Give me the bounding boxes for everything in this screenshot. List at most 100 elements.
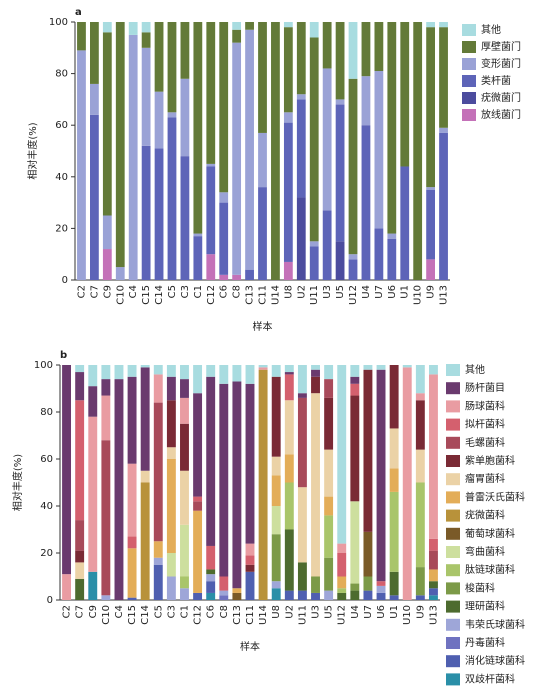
x-tick-label: U14 [258,605,269,625]
bar-segment [180,588,189,600]
bar-segment [193,510,203,593]
bar-segment [415,482,425,568]
bar-segment [324,515,334,558]
bar-segment [180,22,190,79]
bar-segment [426,187,435,190]
x-tick-label: C10 [115,285,126,305]
legend-swatch [446,655,460,668]
bar-segment [128,34,138,281]
legend-swatch [446,600,460,613]
bar-segment [271,506,281,535]
bar-segment [389,571,399,596]
bar-segment [309,241,319,247]
bar-segment [350,395,360,502]
bar-segment [154,148,164,280]
bar-segment [337,592,347,600]
bar-segment [350,365,360,377]
bar-segment [283,112,293,123]
x-tick-label: C9 [88,605,99,618]
x-tick-label: U11 [309,285,320,305]
x-tick-label: U5 [324,605,335,619]
bar-segment [348,254,358,260]
x-tick-label: U3 [322,285,333,299]
legend-swatch [462,58,476,70]
legend-label: 肠杆菌目 [465,382,505,394]
bar-segment [283,27,293,113]
x-tick-label: C12 [193,605,204,625]
bar-segment [322,210,332,280]
bar-segment [75,400,85,521]
bar-segment [166,553,176,577]
bar-segment [180,524,189,577]
bar-segment [335,104,345,242]
bar-segment [180,397,189,424]
bar-segment [114,365,124,380]
y-tick-label: 60 [55,120,68,131]
bar-segment [335,241,345,280]
bar-segment [311,369,320,377]
bar-segment [335,22,345,100]
bar-segment [296,99,306,198]
bar-segment [387,22,397,234]
bar-segment [219,595,229,600]
bar-segment [284,590,294,600]
x-tick-label: U2 [284,605,295,619]
bar-segment [102,249,112,280]
legend-swatch [446,400,460,413]
bar-segment [426,22,435,28]
legend-label: 肠球菌科 [465,399,505,412]
bar-segment [322,68,332,211]
y-tick-label: 100 [34,360,53,371]
bar-segment [180,423,189,471]
y-tick-label: 0 [47,595,53,606]
bar-segment [426,259,435,280]
bar-segment [153,374,163,403]
x-tick-label: C7 [75,605,86,618]
bar-segment [363,365,373,370]
legend-label: 类杆菌 [481,74,511,87]
bar-segment [206,592,216,600]
bar-segment [219,365,229,384]
bar-segment [258,365,268,368]
bar-segment [141,32,151,48]
legend-swatch [446,473,460,486]
bar-segment [245,22,254,30]
bar-segment [245,269,254,280]
bar-segment [284,365,294,373]
bar-segment [180,470,189,525]
bar-segment [193,393,203,497]
bar-segment [206,545,216,570]
bar-segment [245,571,255,600]
bar-segment [101,440,111,596]
bar-segment [219,590,229,596]
x-tick-label: U7 [363,605,374,619]
bar-segment [324,496,334,516]
bar-segment [193,501,203,511]
bar-segment [311,365,320,370]
bar-segment [101,379,111,396]
bar-segment [283,261,293,280]
legend-swatch [446,436,460,449]
bar-segment [232,588,242,593]
bar-segment [322,22,332,69]
bar-segment [167,22,177,113]
bar-segment [232,22,242,30]
bar-segment [428,365,438,375]
bar-segment [376,581,386,586]
legend-swatch [446,582,460,595]
bar-segment [245,555,255,565]
bar-segment [283,122,293,262]
legend-label: 疣微菌科 [465,509,505,522]
bar-segment [245,543,255,556]
legend-label: 弯曲菌科 [465,545,505,558]
bar-segment [284,374,294,401]
bar-segment [75,578,85,600]
bar-segment [245,29,254,270]
x-tick-label: C2 [76,285,87,298]
bar-segment [180,576,189,589]
bar-segment [140,367,150,471]
y-tick-label: 20 [55,223,68,234]
bar-segment [167,112,177,118]
bar-segment [271,376,281,457]
bar-segment [206,163,216,167]
